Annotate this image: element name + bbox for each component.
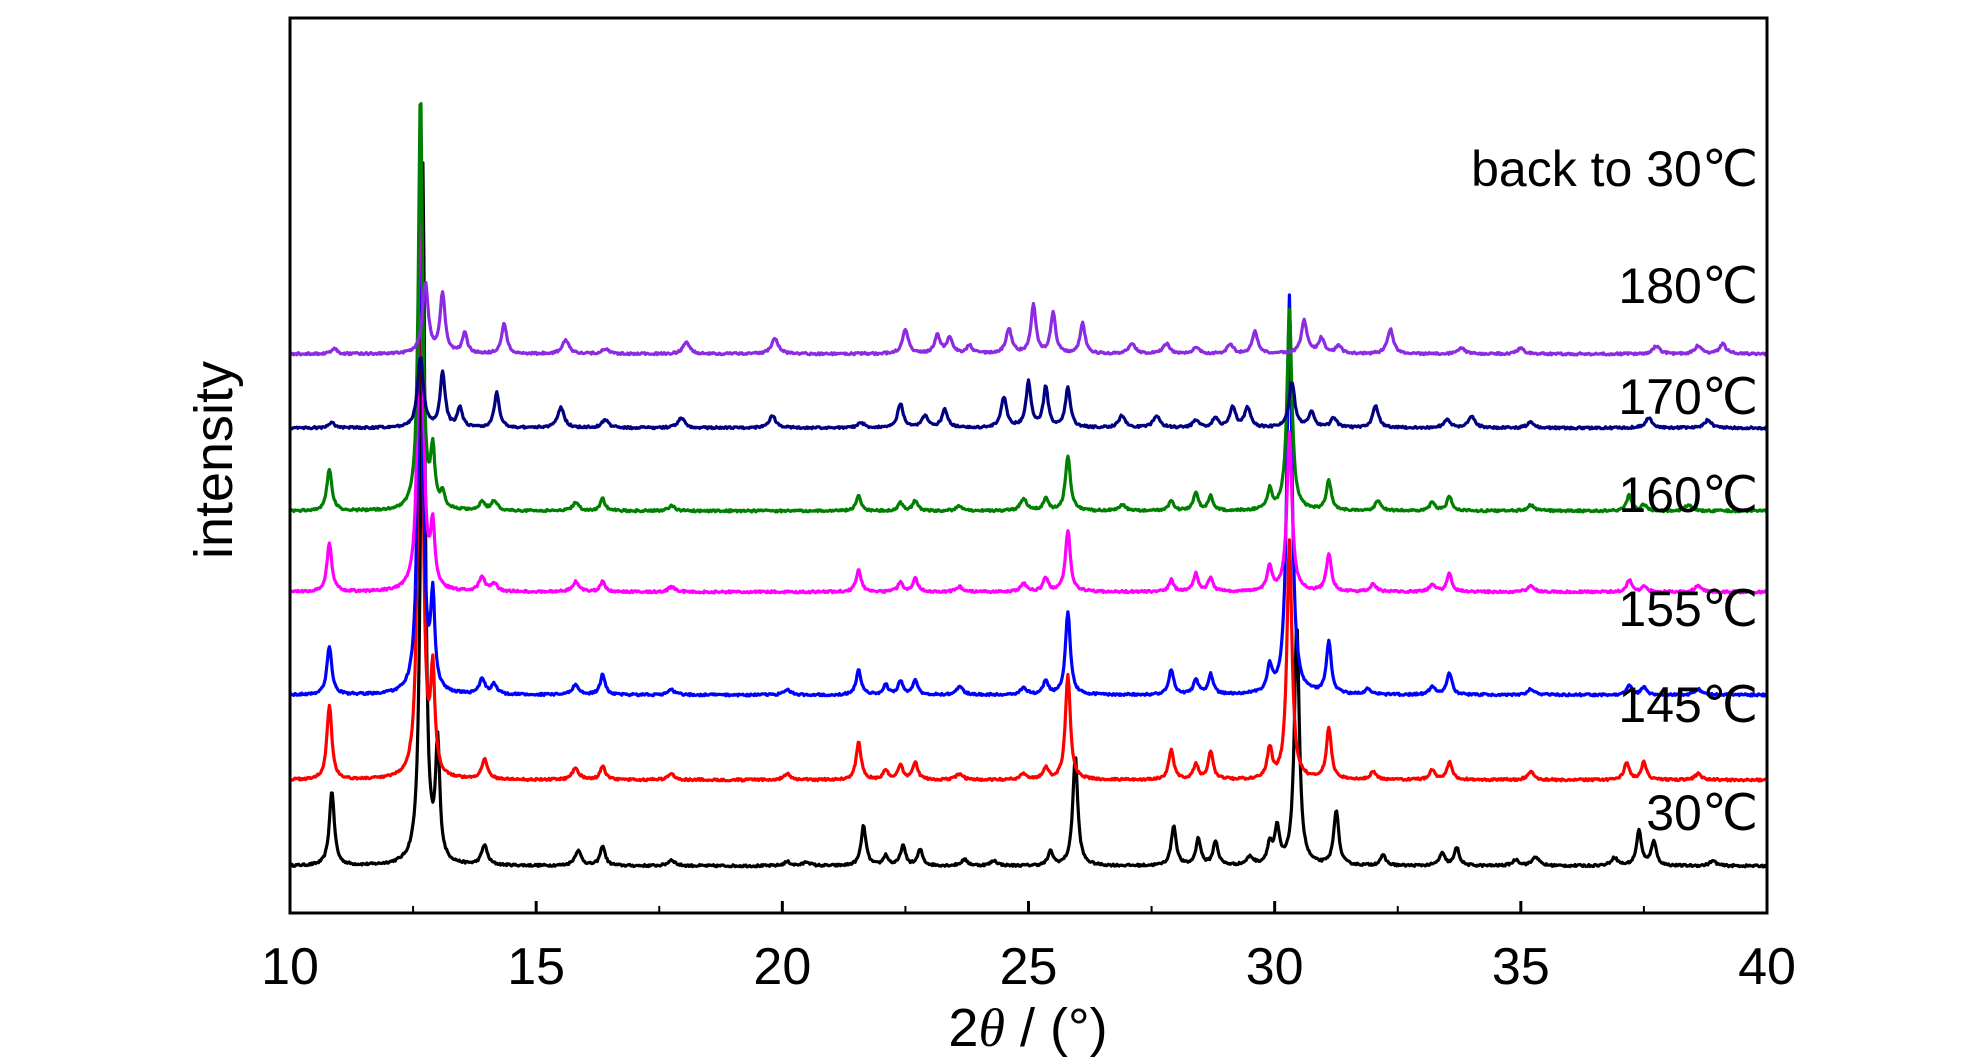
series-label: 180℃ — [1618, 258, 1758, 314]
x-tick-label: 15 — [507, 938, 565, 996]
series-label: 170℃ — [1618, 369, 1758, 425]
x-tick-label: 25 — [1000, 938, 1058, 996]
series-label: 160℃ — [1618, 467, 1758, 523]
series-label: 30℃ — [1646, 785, 1758, 841]
series-label: 155℃ — [1618, 581, 1758, 637]
series-label: back to 30℃ — [1471, 141, 1758, 197]
x-axis-title-suffix: / (°) — [1005, 998, 1108, 1058]
x-axis-title-prefix: 2 — [948, 998, 978, 1058]
series-line — [290, 102, 1767, 514]
x-tick-label: 20 — [753, 938, 811, 996]
x-tick-label: 10 — [261, 938, 319, 996]
series-line — [290, 157, 1767, 783]
x-axis-title: 2θ / (°) — [948, 998, 1107, 1058]
series-line — [290, 126, 1767, 595]
x-tick-label: 40 — [1738, 938, 1796, 996]
series-group — [290, 102, 1767, 869]
series-line — [290, 150, 1767, 698]
series-line — [290, 161, 1767, 869]
x-axis-title-symbol: θ — [978, 998, 1005, 1058]
y-axis-title: intensity — [184, 361, 244, 559]
series-label: 145℃ — [1618, 677, 1758, 733]
x-tick-label: 35 — [1492, 938, 1550, 996]
x-tick-label: 30 — [1246, 938, 1304, 996]
series-line — [290, 280, 1767, 357]
series-labels: 30℃ 145℃ 155℃ 160℃ 170℃ 180℃ back to 30℃ — [1471, 141, 1758, 841]
x-axis-ticks: 10 15 20 25 30 35 40 — [261, 901, 1796, 996]
series-line — [290, 356, 1767, 431]
